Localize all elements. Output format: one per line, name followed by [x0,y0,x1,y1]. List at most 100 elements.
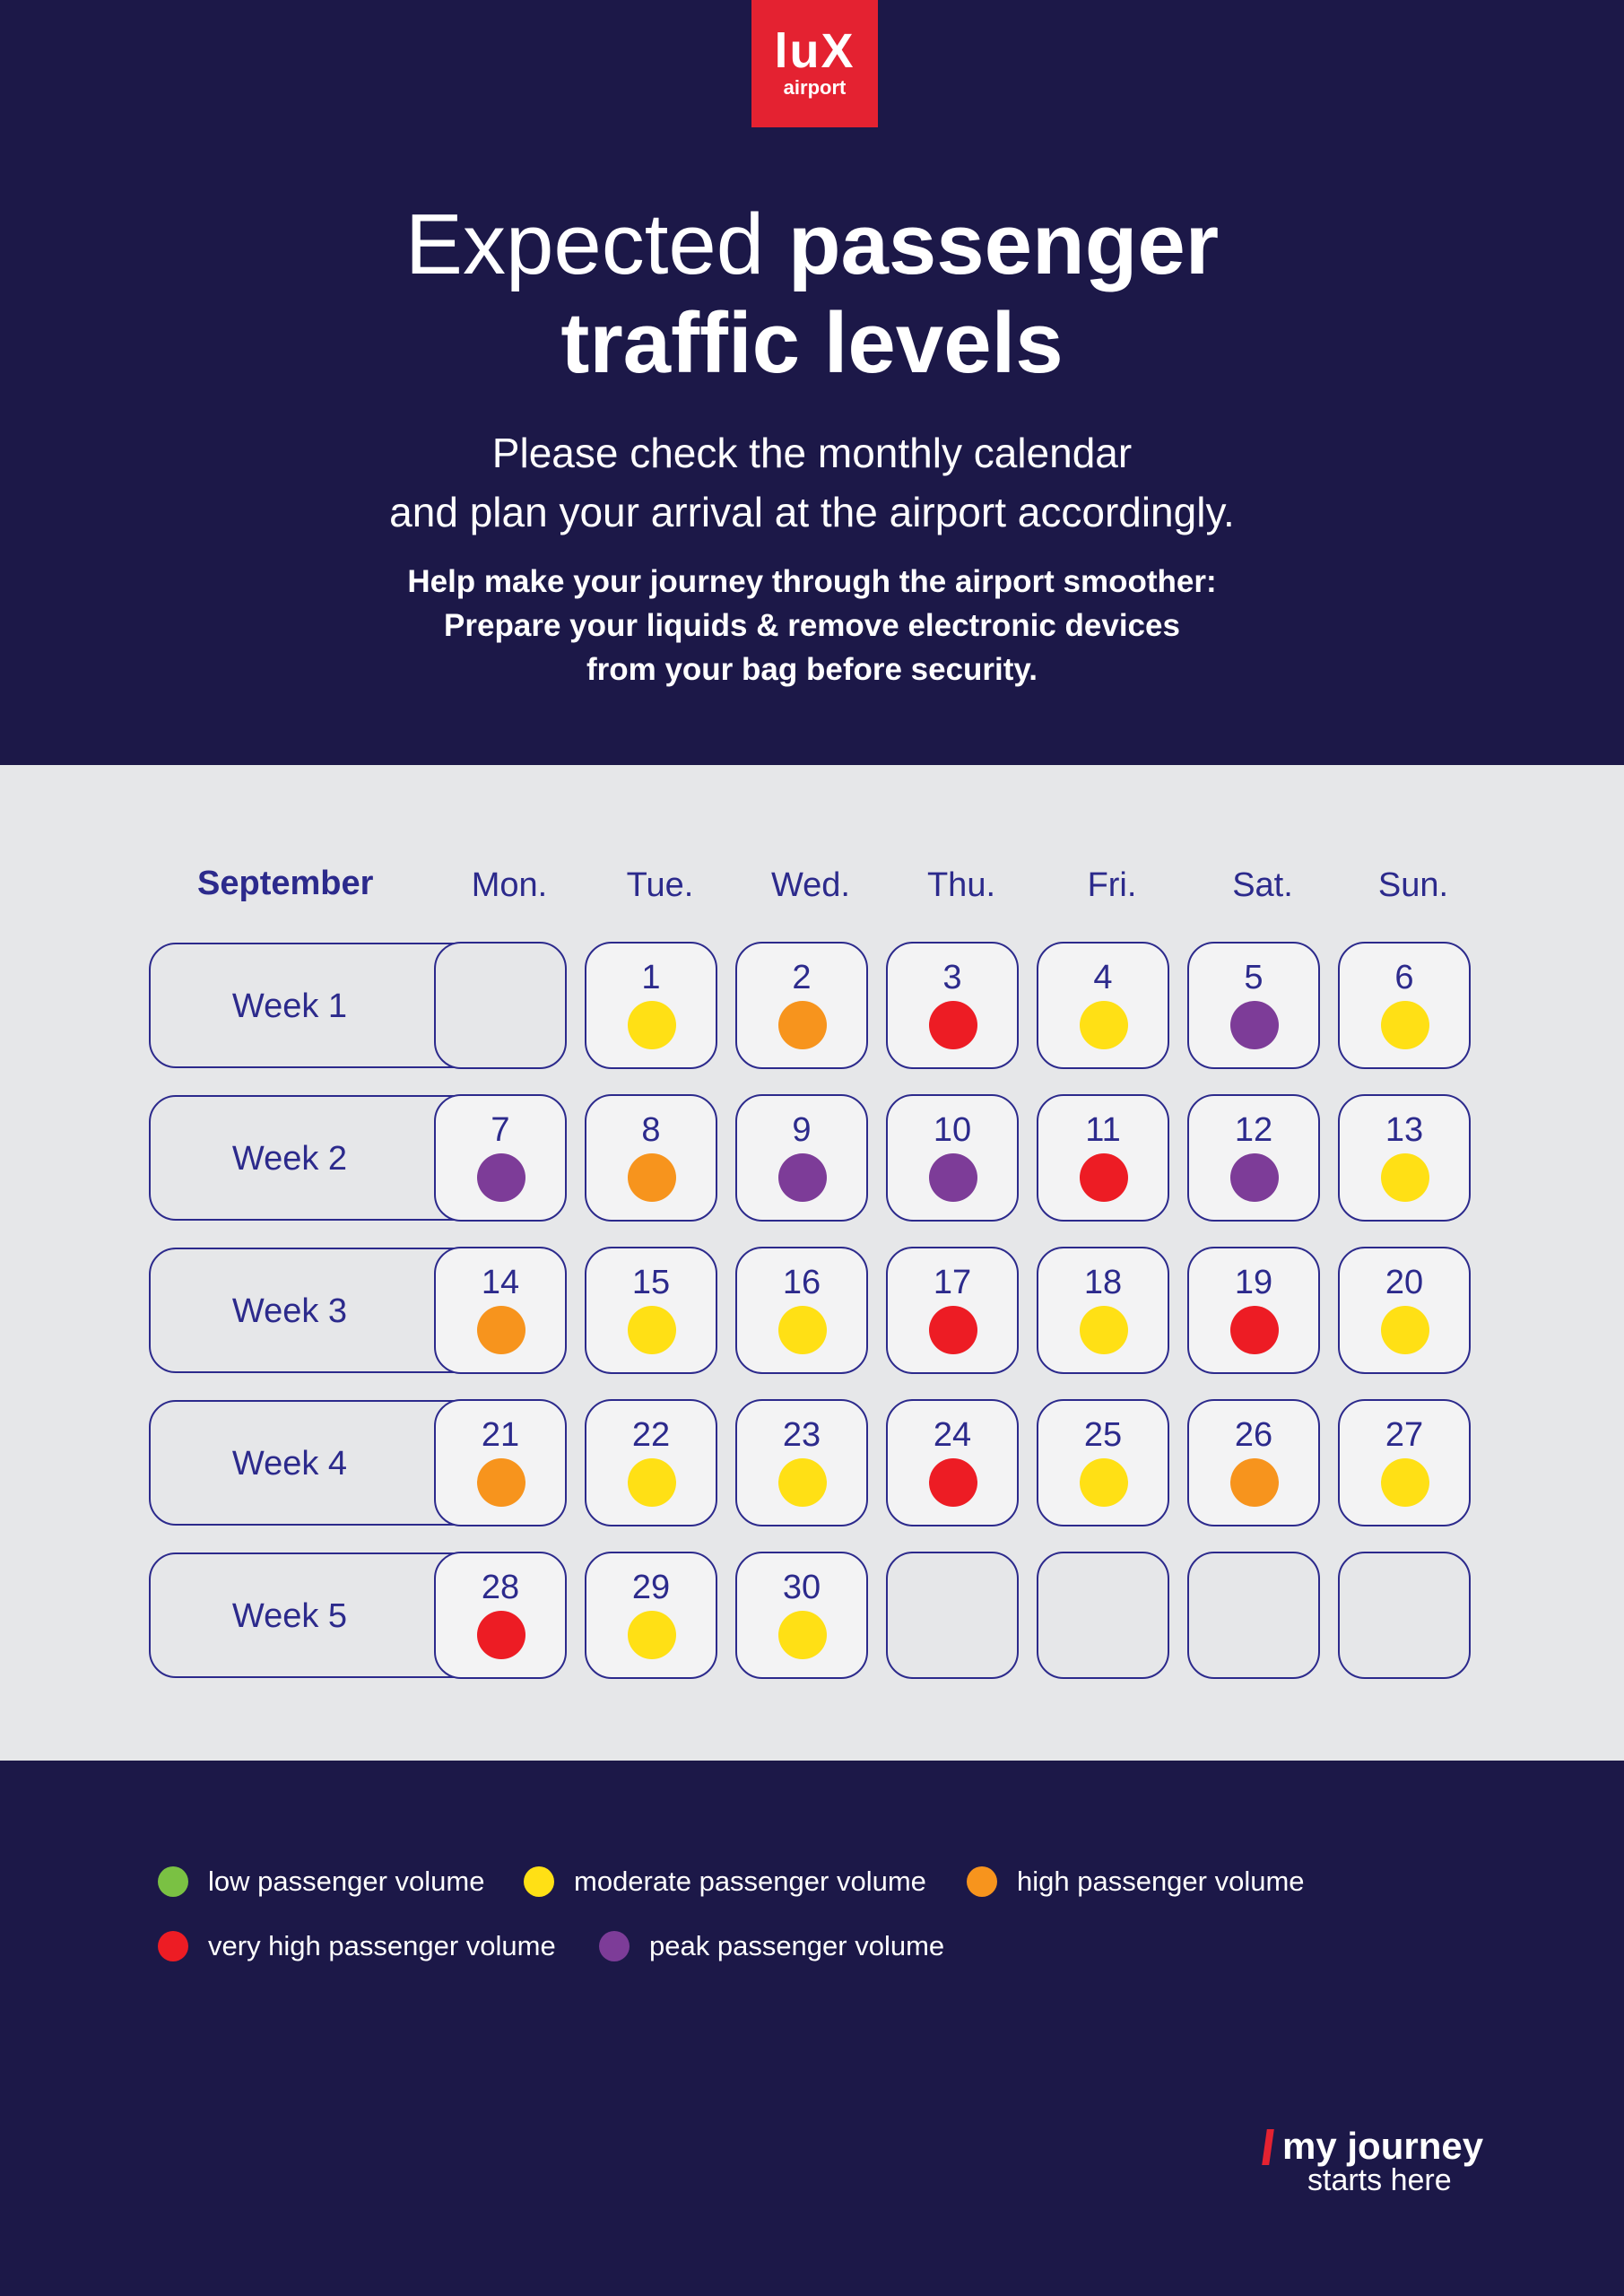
traffic-level-dot [1080,1153,1128,1202]
empty-day-cell [886,1552,1019,1679]
traffic-level-dot [477,1306,525,1354]
legend-label: low passenger volume [208,1866,485,1897]
help-text: Help make your journey through the airpo… [0,560,1624,691]
day-number: 27 [1385,1416,1424,1454]
day-cell: 14 [434,1247,567,1374]
day-cell: 6 [1338,942,1471,1069]
lux-airport-logo: luX airport [751,0,878,127]
day-header: Fri. [1087,866,1137,904]
day-number: 4 [1093,959,1113,996]
day-cell: 24 [886,1399,1019,1526]
day-cell: 17 [886,1247,1019,1374]
tagline-line-2: starts here [1307,2163,1452,2197]
traffic-level-dot [778,1306,827,1354]
day-cell: 25 [1037,1399,1169,1526]
traffic-level-dot [477,1611,525,1659]
day-cell: 2 [735,942,868,1069]
title-bold-2: traffic levels [560,295,1064,391]
traffic-level-dot [778,1001,827,1049]
day-number: 23 [782,1416,821,1454]
day-number: 9 [792,1111,812,1149]
day-cell: 30 [735,1552,868,1679]
week-label: Week 2 [231,1140,348,1178]
logo-subtext: airport [783,76,847,99]
traffic-level-dot [1381,1458,1429,1507]
day-number: 20 [1385,1264,1424,1301]
legend-label: peak passenger volume [649,1930,945,1961]
empty-day-cell [1037,1552,1169,1679]
traffic-level-dot [929,1306,977,1354]
calendar-section: September Mon. Tue. Wed. Thu. Fri. Sat. Sun. We… [0,765,1624,1761]
day-cell: 28 [434,1552,567,1679]
day-number: 22 [631,1416,671,1454]
day-header: Mon. [471,866,548,904]
day-cell: 27 [1338,1399,1471,1526]
empty-day-cell [1338,1552,1471,1679]
legend-label: high passenger volume [1017,1866,1305,1897]
day-number: 18 [1083,1264,1123,1301]
traffic-level-dot [628,1458,676,1507]
traffic-level-dot [778,1458,827,1507]
legend-dot [158,1931,188,1961]
day-number: 19 [1234,1264,1273,1301]
traffic-level-dot [1080,1306,1128,1354]
title-light: Expected [404,196,765,292]
traffic-level-dot [1230,1458,1279,1507]
month-label: September [197,865,374,902]
day-header: Sun. [1377,866,1449,904]
subtitle: Please check the monthly calendar and pl… [0,423,1624,542]
day-cell: 10 [886,1094,1019,1222]
traffic-level-dot [628,1153,676,1202]
day-cell: 1 [585,942,717,1069]
empty-day-cell [434,942,567,1069]
traffic-level-dot [929,1458,977,1507]
week-label: Week 4 [231,1445,348,1483]
day-cell: 9 [735,1094,868,1222]
week-label: Week 1 [231,987,348,1025]
day-number: 17 [933,1264,972,1301]
day-number: 12 [1234,1111,1273,1149]
page-title: Expected passenger traffic levels [0,196,1624,393]
day-number: 30 [782,1569,821,1606]
day-header: Wed. [770,866,850,904]
day-number: 8 [641,1111,661,1149]
day-number: 5 [1244,959,1264,996]
day-cell: 29 [585,1552,717,1679]
day-cell: 4 [1037,942,1169,1069]
traffic-level-dot [628,1001,676,1049]
day-cell: 23 [735,1399,868,1526]
day-cell: 21 [434,1399,567,1526]
day-cell: 8 [585,1094,717,1222]
day-cell: 7 [434,1094,567,1222]
day-number: 10 [933,1111,972,1149]
traffic-level-dot [628,1306,676,1354]
traffic-level-dot [477,1458,525,1507]
day-number: 11 [1085,1111,1121,1149]
week-row: Week 1 [149,943,525,1068]
traffic-level-dot [1080,1458,1128,1507]
day-number: 24 [933,1416,972,1454]
day-cell: 12 [1187,1094,1320,1222]
empty-day-cell [1187,1552,1320,1679]
legend-label: very high passenger volume [208,1930,556,1961]
tagline-accent-bar [1262,2129,1274,2165]
traffic-level-dot [778,1611,827,1659]
tagline-line-1: my journey [1282,2125,1484,2167]
day-header: Sat. [1232,866,1293,904]
day-number: 16 [782,1264,821,1301]
day-number: 1 [641,959,661,996]
legend-dot [967,1866,997,1897]
legend-label: moderate passenger volume [574,1866,926,1897]
traffic-level-dot [1080,1001,1128,1049]
traffic-level-dot [929,1153,977,1202]
day-cell: 3 [886,942,1019,1069]
day-cell: 20 [1338,1247,1471,1374]
day-number: 15 [631,1264,671,1301]
legend-dot [158,1866,188,1897]
day-number: 3 [942,959,962,996]
traffic-level-dot [1230,1306,1279,1354]
day-header: Tue. [626,866,694,904]
day-number: 2 [792,959,812,996]
traffic-level-dot [1230,1001,1279,1049]
subtitle-line-2: and plan your arrival at the airport acc… [389,489,1235,535]
